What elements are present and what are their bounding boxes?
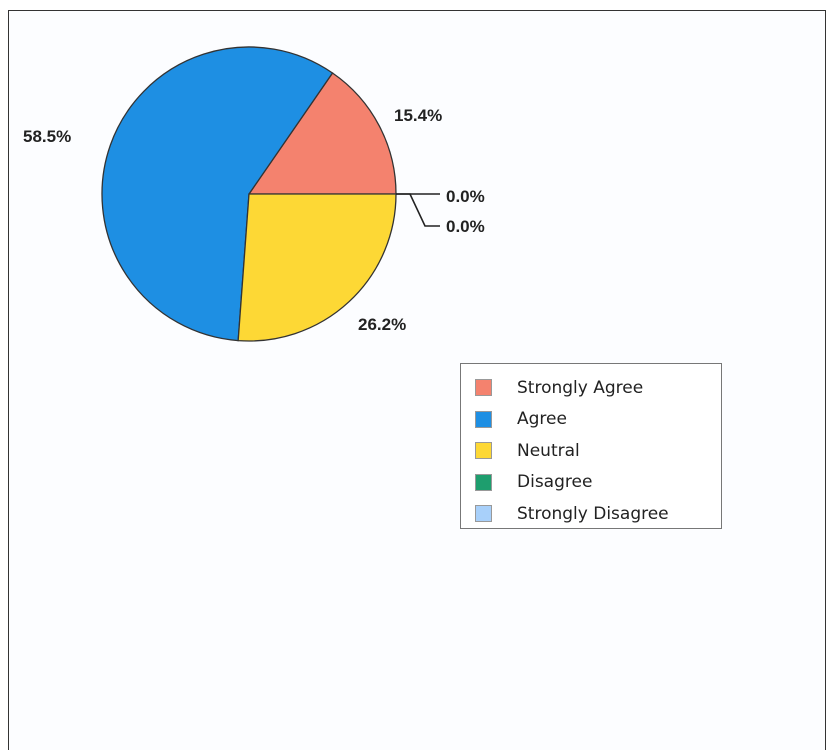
pie-slice-strongly-agree — [247, 72, 397, 195]
data-label-neutral: 26.2% — [358, 315, 406, 334]
legend-label: Strongly Agree — [517, 377, 644, 398]
pie-slice-agree — [101, 46, 334, 342]
legend-item-neutral: Neutral — [475, 435, 721, 467]
legend-label: Agree — [517, 409, 567, 430]
legend-swatch — [475, 505, 492, 523]
legend-item-agree: Agree — [475, 404, 721, 436]
data-label-disagree: 0.0% — [446, 187, 485, 206]
legend-label: Disagree — [517, 472, 593, 493]
legend-swatch — [475, 442, 492, 460]
leader-line-strongly-disagree — [396, 193, 440, 227]
legend-item-strongly-disagree: Strongly Disagree — [475, 498, 721, 530]
legend-label: Strongly Disagree — [517, 503, 669, 524]
legend-swatch — [475, 379, 492, 397]
data-label-strongly-agree: 15.4% — [394, 106, 442, 125]
legend: Strongly Agree Agree Neutral Disagree St… — [460, 363, 722, 529]
pie-slice-neutral — [237, 193, 397, 342]
data-label-agree: 58.5% — [23, 127, 71, 146]
legend-swatch — [475, 473, 492, 491]
legend-item-disagree: Disagree — [475, 467, 721, 499]
data-label-strongly-disagree: 0.0% — [446, 217, 485, 236]
legend-item-strongly-agree: Strongly Agree — [475, 372, 721, 404]
legend-label: Neutral — [517, 440, 580, 461]
legend-swatch — [475, 410, 492, 428]
